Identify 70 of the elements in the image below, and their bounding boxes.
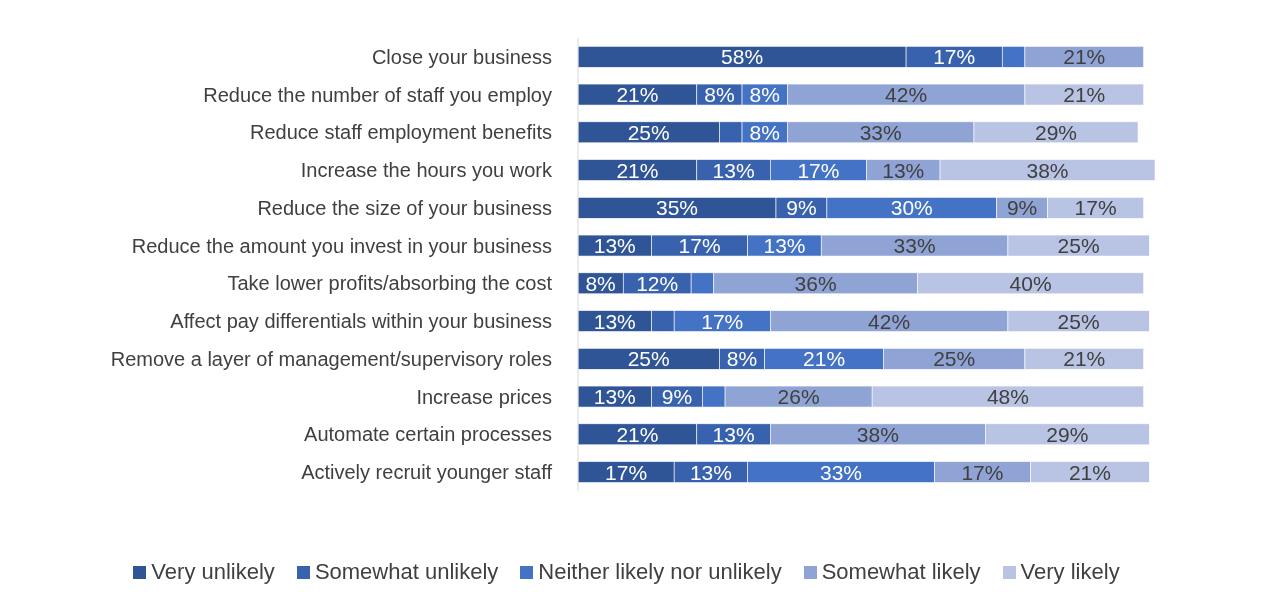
data-label: 25% — [1057, 234, 1100, 258]
data-label: 17% — [701, 309, 744, 333]
data-label: 21% — [616, 83, 659, 107]
y-tick-label: Take lower profits/absorbing the cost — [227, 272, 553, 295]
data-label: 29% — [1034, 120, 1078, 144]
data-label: 12% — [636, 271, 679, 295]
data-label: 8% — [704, 83, 735, 107]
legend-label: Very likely — [1019, 559, 1120, 585]
data-label: 9% — [661, 385, 693, 409]
data-label: 21% — [1068, 460, 1111, 484]
data-label: 38% — [856, 422, 899, 446]
data-label: 25% — [1057, 309, 1100, 333]
data-label: 21% — [1063, 83, 1106, 107]
data-label: 17% — [933, 45, 976, 69]
data-label: 21% — [616, 158, 659, 182]
data-label: 40% — [1009, 271, 1052, 295]
y-tick-label: Reduce the number of staff you employ — [203, 83, 552, 106]
data-label: 17% — [678, 234, 721, 258]
y-tick-label: Affect pay differentials within your business — [170, 310, 552, 333]
y-tick-label: Increase prices — [416, 385, 552, 408]
data-label: 35% — [655, 196, 699, 220]
data-label: 21% — [1063, 347, 1106, 371]
data-label: 13% — [593, 385, 636, 409]
data-label: 21% — [1063, 45, 1106, 69]
y-tick-label: Reduce the amount you invest in your business — [131, 234, 552, 257]
data-label: 8% — [726, 347, 758, 371]
data-label: 13% — [593, 234, 636, 258]
data-label: 17% — [797, 158, 840, 182]
data-label: 13% — [593, 309, 636, 333]
data-label: 13% — [712, 422, 755, 446]
y-tick-label: Increase the hours you work — [300, 159, 553, 182]
y-tick-label: Reduce the size of your business — [257, 196, 552, 219]
data-label: 17% — [1074, 196, 1117, 220]
data-label: 36% — [794, 271, 837, 295]
data-label: 58% — [721, 45, 764, 69]
data-label: 9% — [786, 196, 817, 220]
y-tick-label: Close your business — [371, 45, 552, 68]
data-label: 42% — [885, 83, 928, 107]
data-label: 8% — [585, 271, 616, 295]
data-label: 26% — [777, 385, 820, 409]
y-tick-label: Automate certain processes — [304, 423, 552, 446]
data-label: 21% — [803, 347, 846, 371]
data-label: 9% — [1006, 196, 1038, 220]
data-label: 30% — [890, 196, 933, 220]
y-tick-label: Actively recruit younger staff — [301, 461, 553, 484]
data-label: 25% — [933, 347, 976, 371]
data-label: 33% — [893, 234, 936, 258]
data-label: 38% — [1026, 158, 1069, 182]
data-label: 13% — [689, 460, 732, 484]
data-label: 25% — [627, 120, 670, 144]
data-label: 33% — [859, 120, 902, 144]
data-label: 33% — [820, 460, 863, 484]
data-label: 48% — [986, 385, 1029, 409]
legend-label: Very unlikely — [150, 559, 275, 585]
data-label: 29% — [1046, 422, 1089, 446]
data-label: 21% — [616, 422, 659, 446]
data-label: 25% — [627, 347, 670, 371]
data-label: 13% — [882, 158, 925, 182]
data-label: 42% — [868, 309, 911, 333]
data-label: 17% — [961, 460, 1004, 484]
data-label: 17% — [605, 460, 648, 484]
legend-label: Somewhat unlikely — [313, 559, 499, 585]
data-label: 13% — [712, 158, 755, 182]
legend-label: Neither likely nor unlikely — [537, 559, 782, 585]
y-tick-label: Reduce staff employment benefits — [249, 121, 552, 144]
y-tick-label: Remove a layer of management/supervisory roles — [110, 347, 552, 370]
data-label: 13% — [763, 234, 806, 258]
data-label: 8% — [749, 120, 780, 144]
legend-label: Somewhat likely — [820, 559, 981, 585]
data-label: 8% — [749, 83, 780, 107]
